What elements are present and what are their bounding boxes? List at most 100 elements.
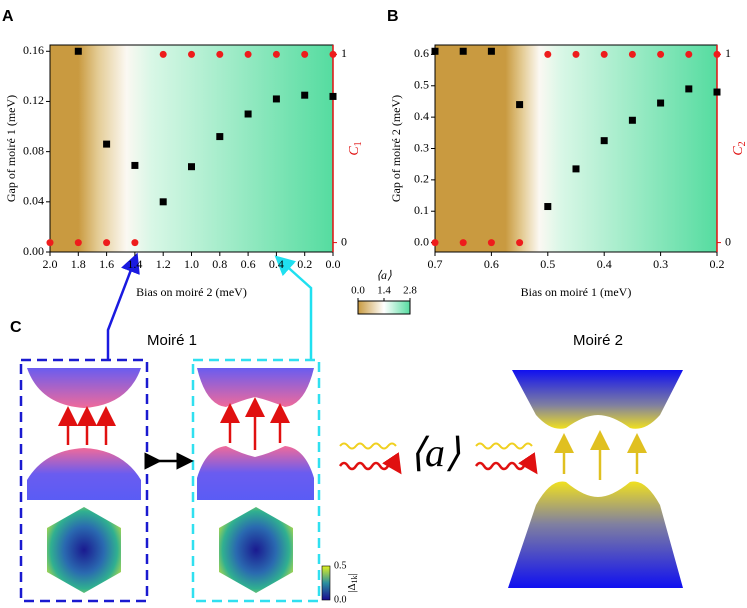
y-tick-label: 0.0 — [414, 234, 429, 248]
x-tick-label: 1.4 — [127, 257, 142, 271]
colorbar-label-part: |Δ — [346, 583, 358, 592]
colorbar-label: ⟨a⟩ — [376, 268, 392, 282]
x-tick-label: 0.6 — [484, 257, 499, 271]
y2-tick-label: 1 — [341, 46, 347, 60]
x-tick-label: 1.6 — [99, 257, 114, 271]
colorbar-label-sub: 1k — [350, 575, 359, 583]
data-point — [159, 50, 167, 58]
x-tick-label: 1.0 — [184, 257, 199, 271]
x-tick-label: 2.0 — [43, 257, 58, 271]
data-point — [544, 203, 552, 211]
colorbar-label-part: | — [346, 573, 358, 575]
data-point — [301, 50, 309, 58]
panel-label: A — [2, 8, 14, 25]
data-point — [301, 91, 309, 99]
data-point — [600, 50, 608, 58]
y2-axis-label: C2 — [731, 141, 747, 155]
x-tick-label: 0.8 — [212, 257, 227, 271]
y-tick-label: 0.5 — [414, 78, 429, 92]
x-axis-label: Bias on moiré 1 (meV) — [521, 285, 632, 299]
x-tick-label: 0.6 — [241, 257, 256, 271]
colorbar-tick-label: 0.5 — [334, 560, 347, 571]
dashed-box — [19, 358, 149, 603]
y-axis-label: Gap of moiré 2 (meV) — [389, 95, 403, 202]
data-point — [544, 50, 552, 58]
panel-label: B — [387, 8, 399, 25]
data-point — [459, 47, 467, 55]
data-point — [46, 239, 54, 247]
data-point — [685, 85, 693, 93]
y-tick-label: 0.00 — [23, 244, 44, 258]
data-point — [685, 50, 693, 58]
y2-axis-label: C1 — [347, 141, 364, 155]
x-axis-label: Bias on moiré 2 (meV) — [136, 285, 247, 299]
data-point — [713, 88, 721, 96]
data-point — [572, 165, 580, 173]
center-symbol: ⟨a⟩ — [409, 430, 461, 475]
data-point — [628, 116, 636, 124]
data-point — [74, 239, 82, 247]
colorbar-tick-label: 0.0 — [334, 594, 347, 605]
y-tick-label: 0.2 — [414, 172, 429, 186]
colorbar — [357, 300, 411, 315]
data-point — [244, 50, 252, 58]
data-point — [329, 50, 337, 58]
colorbar-tick-label: 1.4 — [377, 285, 391, 297]
data-point — [628, 50, 636, 58]
y-tick-label: 0.04 — [23, 194, 44, 208]
data-point — [272, 50, 280, 58]
y-tick-label: 0.1 — [414, 203, 429, 217]
y-axis-label: Gap of moiré 1 (meV) — [4, 95, 18, 202]
y-tick-label: 0.3 — [414, 140, 429, 154]
data-point — [431, 47, 439, 55]
y-tick-label: 0.6 — [414, 46, 429, 60]
data-point — [516, 101, 524, 109]
data-point — [657, 99, 665, 107]
connector-arrow — [106, 252, 140, 359]
data-point — [487, 239, 495, 247]
y2-axis-label-sub: 1 — [353, 141, 364, 146]
data-point — [431, 239, 439, 247]
colorbar-tick-label: 0.0 — [351, 285, 365, 297]
x-tick-label: 1.8 — [71, 257, 86, 271]
y2-tick-label: 1 — [725, 46, 731, 60]
data-point — [487, 47, 495, 55]
data-point — [216, 50, 224, 58]
plot-background — [50, 45, 333, 252]
data-point — [188, 163, 195, 171]
x-tick-label: 0.0 — [326, 257, 341, 271]
data-point — [188, 50, 195, 58]
plot-background — [435, 45, 717, 252]
y-tick-label: 0.12 — [23, 93, 44, 107]
y2-axis-label-sub: 2 — [737, 141, 747, 146]
data-point — [329, 92, 337, 100]
x-tick-label: 1.2 — [156, 257, 171, 271]
y2-tick-label: 0 — [341, 234, 347, 248]
diagram-title: Moiré 1 — [147, 332, 197, 349]
y2-tick-label: 0 — [725, 234, 731, 248]
data-point — [572, 50, 580, 58]
x-tick-label: 0.2 — [710, 257, 725, 271]
y-tick-label: 0.08 — [23, 143, 44, 157]
data-point — [516, 239, 524, 247]
data-point — [600, 137, 608, 145]
panel-label: C — [10, 319, 22, 336]
x-tick-label: 0.4 — [597, 257, 612, 271]
dashed-box — [191, 358, 321, 603]
data-point — [244, 110, 252, 118]
data-point — [459, 239, 467, 247]
data-point — [657, 50, 665, 58]
x-tick-label: 0.3 — [653, 257, 668, 271]
colorbar-tick-label: 2.8 — [403, 285, 417, 297]
data-point — [131, 239, 139, 247]
y-tick-label: 0.4 — [414, 109, 429, 123]
x-tick-label: 0.2 — [297, 257, 312, 271]
diagram-title: Moiré 2 — [573, 332, 623, 349]
y2-axis-label-symbol: C — [731, 146, 746, 156]
data-point — [103, 140, 111, 148]
band-diagram — [27, 368, 683, 601]
y-tick-label: 0.16 — [23, 43, 44, 57]
connector-arrow — [274, 255, 313, 359]
x-tick-label: 0.7 — [428, 257, 443, 271]
